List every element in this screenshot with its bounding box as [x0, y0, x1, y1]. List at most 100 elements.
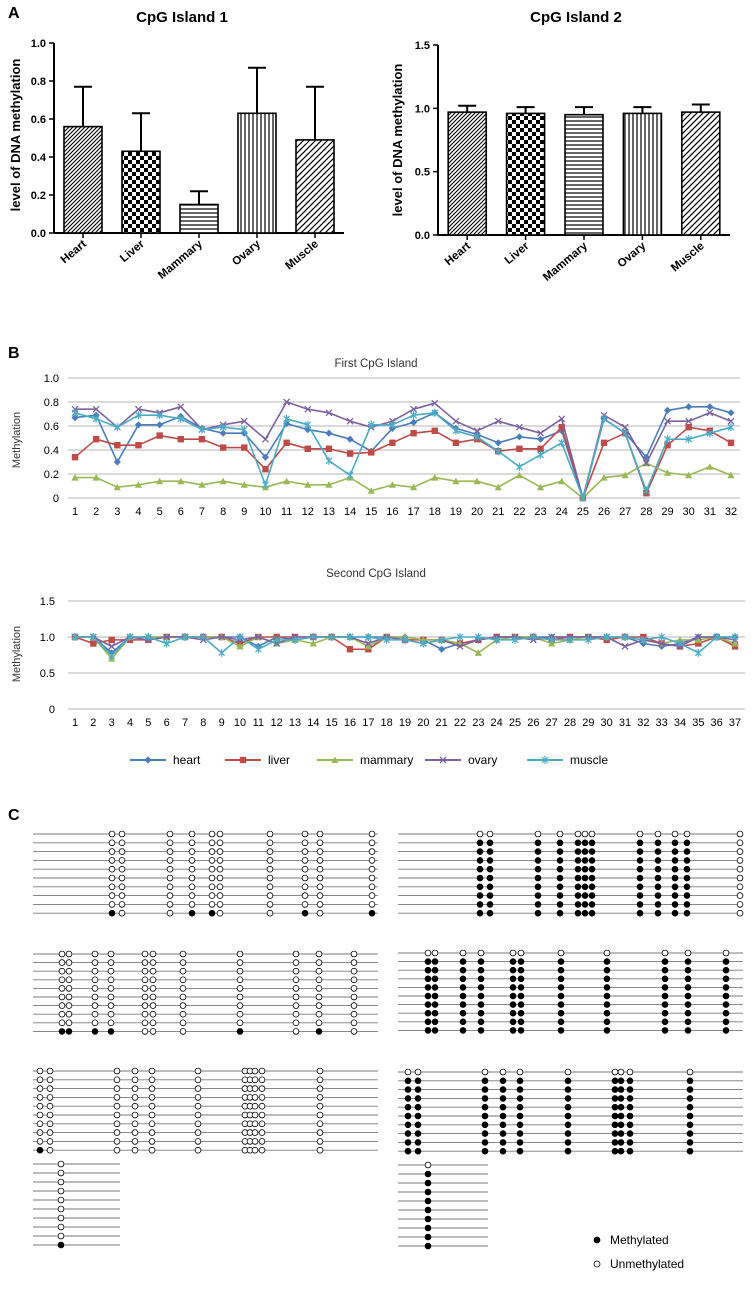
methylated-site-dot	[581, 909, 589, 917]
unmethylated-site-dot	[258, 1067, 266, 1075]
unmethylated-site-dot	[486, 830, 494, 838]
point-ovary	[325, 409, 333, 417]
methylated-site-dot	[617, 1121, 625, 1129]
unmethylated-site-dot	[91, 1002, 99, 1009]
x-tick-label: 19	[399, 717, 411, 729]
methylated-site-dot	[188, 909, 196, 917]
methylated-site-dot	[581, 839, 589, 847]
unmethylated-site-dot	[316, 909, 324, 917]
methylated-site-dot	[661, 984, 669, 991]
unmethylated-site-dot	[113, 1138, 121, 1145]
methylated-site-dot	[722, 1009, 730, 1017]
unmethylated-site-dot	[131, 1120, 139, 1128]
methylated-site-dot	[486, 901, 494, 908]
unmethylated-site-dot	[91, 976, 99, 984]
point-ovary	[346, 417, 354, 425]
point-ovary	[473, 427, 481, 435]
unmethylated-site-dot	[301, 830, 309, 838]
point-liver	[241, 444, 248, 451]
unmethylated-site-dot	[58, 993, 66, 1001]
methylated-site-dot	[486, 909, 494, 917]
methylated-site-dot	[654, 874, 662, 882]
unmethylated-site-dot	[188, 892, 196, 899]
methylated-site-dot	[509, 992, 517, 1000]
methylated-site-dot	[516, 1130, 524, 1137]
point-muscle	[199, 633, 207, 641]
methylated-site-dot	[654, 883, 662, 891]
point-muscle	[218, 648, 226, 657]
unmethylated-site-dot	[148, 1076, 156, 1084]
point-mammary	[706, 463, 714, 470]
unmethylated-site-dot	[118, 865, 126, 873]
methylated-site-dot	[459, 1027, 467, 1034]
point-muscle	[325, 456, 333, 465]
point-mammary	[240, 481, 248, 488]
unmethylated-site-dot	[477, 949, 485, 957]
methylated-site-dot	[564, 1112, 572, 1120]
unmethylated-site-dot	[404, 1068, 412, 1076]
methylated-site-dot	[654, 892, 662, 899]
methylated-site-dot	[477, 1027, 485, 1034]
x-tick-label: 15	[365, 506, 377, 518]
unmethylated-site-dot	[557, 949, 565, 957]
point-ovary	[240, 417, 248, 425]
point-muscle	[431, 408, 439, 417]
unmethylated-site-dot	[350, 959, 358, 966]
unmethylated-site-dot	[316, 830, 324, 838]
x-tick-label: 17	[362, 717, 374, 729]
unmethylated-site-dot	[266, 883, 274, 891]
unmethylated-site-dot	[603, 949, 611, 957]
unmethylated-site-dot	[141, 959, 149, 966]
unmethylated-site-dot	[292, 1019, 300, 1027]
methylated-site-dot	[499, 1103, 507, 1111]
unmethylated-site-dot	[194, 1146, 202, 1154]
point-ovary	[135, 405, 142, 413]
point-heart	[438, 645, 446, 653]
methylated-site-dot	[574, 909, 582, 917]
unmethylated-site-dot	[258, 1129, 266, 1136]
unmethylated-site-dot	[46, 1067, 54, 1075]
unmethylated-site-dot	[316, 839, 324, 847]
unmethylated-site-dot	[636, 830, 644, 838]
methylated-site-dot	[477, 1009, 485, 1017]
methylated-site-dot	[686, 1139, 694, 1146]
methylated-site-dot	[686, 1112, 694, 1120]
methylated-site-dot	[414, 1103, 422, 1111]
methylated-site-dot	[661, 958, 669, 965]
methylated-site-dot	[534, 865, 542, 873]
unmethylated-site-dot	[208, 883, 216, 891]
methylated-site-dot	[404, 1130, 412, 1137]
point-ovary	[364, 640, 372, 647]
point-muscle	[71, 408, 79, 417]
methylated-site-dot	[431, 1001, 439, 1008]
methylated-site-dot	[481, 1130, 489, 1137]
methylated-site-dot	[683, 883, 691, 891]
point-mammary	[304, 481, 312, 488]
point-muscle	[383, 635, 391, 644]
unmethylated-site-dot	[654, 830, 662, 838]
point-muscle	[135, 411, 142, 420]
unmethylated-site-dot	[611, 1068, 619, 1076]
x-tick-label: 18	[381, 717, 393, 729]
methylated-site-dot	[476, 848, 484, 855]
methylated-site-dot	[683, 848, 691, 855]
unmethylated-site-dot	[58, 985, 66, 992]
methylated-site-dot	[476, 909, 484, 917]
methylated-site-dot	[534, 874, 542, 882]
unmethylated-site-dot	[368, 857, 376, 864]
unmethylated-site-dot	[292, 950, 300, 958]
unmethylated-site-dot	[736, 901, 744, 908]
point-muscle	[328, 633, 336, 641]
chart-title: CpG Island 2	[530, 9, 622, 26]
unmethylated-site-dot	[166, 883, 174, 891]
unmethylated-site-dot	[216, 901, 224, 908]
point-muscle	[473, 432, 481, 441]
unmethylated-site-dot	[266, 857, 274, 864]
bar-ovary	[237, 112, 277, 234]
unmethylated-site-dot	[251, 1085, 259, 1092]
methylated-site-dot	[91, 1028, 99, 1035]
unmethylated-site-dot	[108, 874, 116, 882]
methylated-site-dot	[481, 1103, 489, 1111]
methylated-site-dot	[564, 1121, 572, 1129]
unmethylated-site-dot	[581, 830, 589, 838]
